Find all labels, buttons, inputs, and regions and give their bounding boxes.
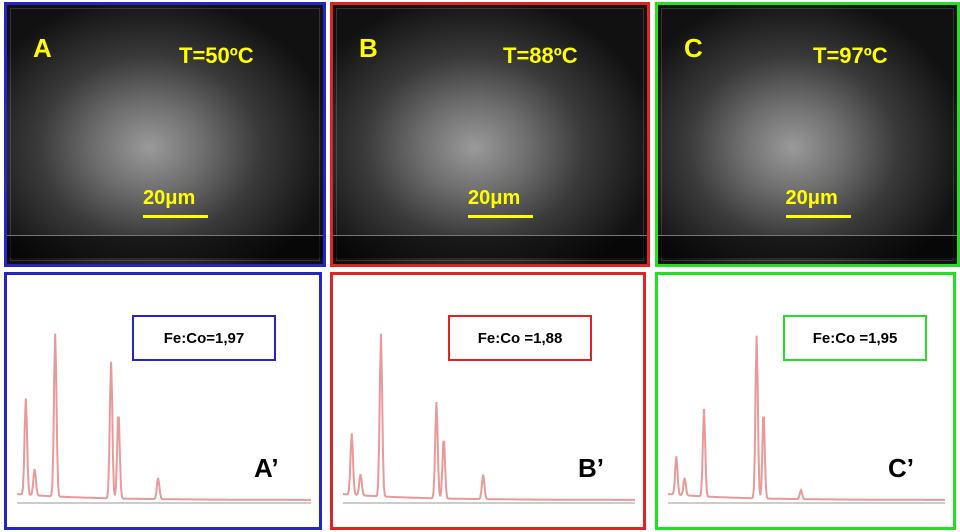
scale-bar xyxy=(143,215,208,218)
spectrum-plot xyxy=(658,275,953,527)
composition-ratio: Fe:Co=1,97 xyxy=(132,315,276,361)
info-bar xyxy=(658,235,957,258)
eds-spectrum: Fe:Co =1,88 B’ xyxy=(330,272,646,530)
info-bar xyxy=(333,235,647,258)
spectrum-label: A’ xyxy=(254,453,279,484)
scale-bar-label: 20μm xyxy=(143,187,195,210)
eds-spectrum: Fe:Co=1,97 A’ xyxy=(4,272,322,530)
spectrum-label: C’ xyxy=(888,453,914,484)
sem-image: B T=88ºC 20μm xyxy=(330,2,650,267)
image-frame xyxy=(661,8,954,261)
panel-label: A xyxy=(33,33,52,64)
temperature: T=88ºC xyxy=(503,43,578,69)
scale-bar-label: 20μm xyxy=(468,187,520,210)
spectrum-label: B’ xyxy=(578,453,604,484)
eds-spectrum: Fe:Co =1,95 C’ xyxy=(655,272,956,530)
spectrum-plot xyxy=(7,275,319,527)
sem-image: C T=97ºC 20μm xyxy=(655,2,960,267)
composition-ratio: Fe:Co =1,88 xyxy=(448,315,592,361)
image-frame xyxy=(10,8,320,261)
image-frame xyxy=(336,8,644,261)
scale-bar xyxy=(468,215,533,218)
sem-image: A T=50ºC 20μm xyxy=(4,2,326,267)
info-bar xyxy=(7,235,323,258)
temperature: T=50ºC xyxy=(179,43,254,69)
composition-ratio: Fe:Co =1,95 xyxy=(783,315,927,361)
panel-label: C xyxy=(684,33,703,64)
scale-bar-label: 20μm xyxy=(786,187,838,210)
figure: A T=50ºC 20μm Fe:Co=1,97 A’ B T=88ºC 20μm Fe:Co … xyxy=(0,0,960,532)
panel-label: B xyxy=(359,33,378,64)
scale-bar xyxy=(786,215,851,218)
spectrum-plot xyxy=(333,275,643,527)
temperature: T=97ºC xyxy=(813,43,888,69)
